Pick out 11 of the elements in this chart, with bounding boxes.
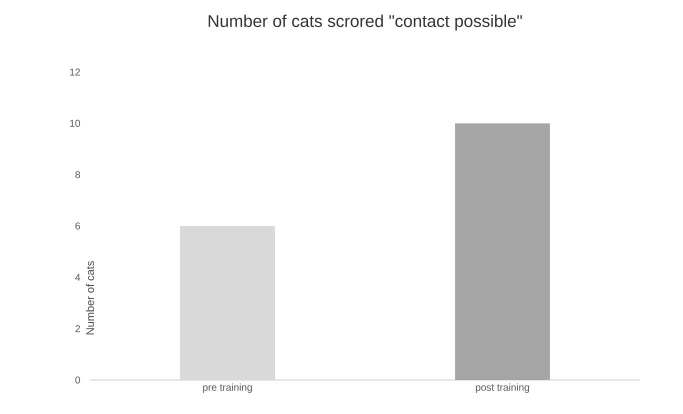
x-tick-label: pre training (203, 384, 252, 393)
y-tick-label: 8 (75, 171, 80, 178)
y-tick-label: 4 (75, 274, 80, 281)
y-tick-label: 2 (75, 325, 80, 332)
x-tick-label: post training (476, 384, 530, 393)
chart-title: Number of cats scrored "contact possible" (208, 14, 522, 30)
y-axis-title: Number of cats (86, 261, 94, 334)
y-tick-label: 0 (75, 376, 80, 384)
y-tick-label: 10 (70, 120, 80, 127)
y-tick-label: 6 (75, 222, 80, 230)
y-tick-label: 12 (70, 68, 80, 76)
